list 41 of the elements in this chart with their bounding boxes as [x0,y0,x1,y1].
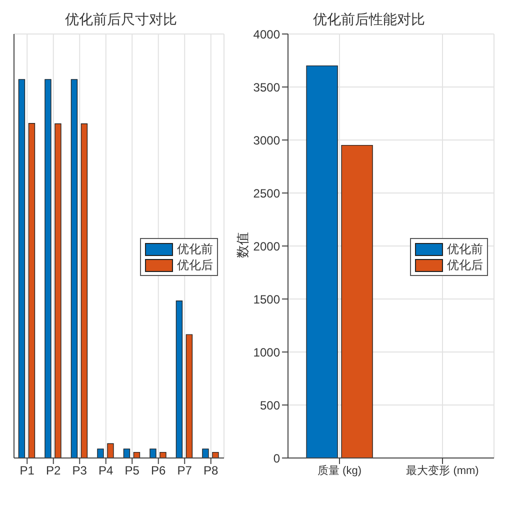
legend-label: 优化后 [447,257,483,273]
y-tick-label: 1500 [253,292,280,306]
chart-title: 优化前后尺寸对比 [64,10,178,29]
legend-label: 优化后 [177,257,213,273]
bar [80,123,88,458]
bar [28,122,36,458]
x-tick-label: P4 [98,464,114,478]
x-tick-label: P5 [124,464,140,478]
bar [70,79,78,458]
bar [186,334,193,458]
chart-title: 优化前后性能对比 [313,11,425,27]
bar [150,448,156,458]
x-tick-label: P1 [20,464,35,478]
y-tick-label: 3500 [253,80,280,94]
y-tick-label: 1000 [253,345,280,360]
x-tick-label: 质量 (kg) [318,464,362,477]
y-tick-label: 4000 [253,27,280,42]
y-tick-label: 500 [260,398,280,412]
x-tick-label: P8 [204,464,219,478]
y-tick-label: 2000 [253,239,280,254]
legend-label: 优化前 [177,241,213,257]
bar [123,448,130,458]
legend-label: 优化前 [447,241,483,257]
bar [160,452,166,458]
x-tick-label: P6 [151,464,166,478]
x-tick-label: 最大变形 (mm) [406,464,479,477]
x-tick-label: P2 [46,464,62,478]
y-tick-label: 2500 [253,186,280,200]
bar [202,448,209,458]
y-axis-title: 数值 [234,231,251,258]
bar [54,123,62,458]
y-tick-label: 0 [273,451,280,466]
bar [107,443,114,458]
bar [176,300,183,458]
bar [44,79,52,458]
bar [212,452,219,458]
bar [97,448,104,458]
bar [18,79,26,458]
x-tick-label: P7 [177,464,192,478]
x-tick-label: P3 [72,464,88,478]
y-tick-label: 3000 [253,133,280,148]
